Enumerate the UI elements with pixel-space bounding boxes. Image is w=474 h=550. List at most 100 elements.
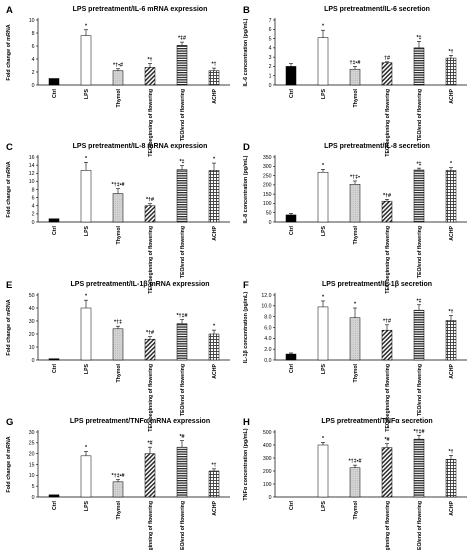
x-tick-label: TEO/beginning of flowering: [385, 226, 391, 294]
x-tick-label: Ctrl: [52, 500, 58, 509]
y-tick-label: 2: [32, 70, 35, 76]
bar-4: [413, 47, 425, 86]
significance-mark: *: [450, 161, 453, 167]
y-tick-label: 4: [32, 204, 35, 210]
y-tick-label: 2: [32, 212, 35, 218]
x-tick-label: TEO/beginning of flowering: [385, 364, 391, 432]
x-tick-label: ACHP: [212, 225, 218, 240]
y-tick-label: 0: [32, 495, 35, 501]
significance-mark: *†‡•#: [112, 182, 125, 188]
significance-mark: *: [354, 302, 357, 308]
bar-2: [349, 184, 361, 223]
y-tick-label: 8.0: [264, 314, 271, 320]
y-axis-label: Fold change of mRNA: [6, 161, 12, 217]
bar-3: [144, 67, 156, 86]
significance-mark: *†‡#: [413, 429, 424, 435]
x-tick-label: ACHP: [449, 500, 455, 515]
significance-mark: *†•#: [113, 62, 123, 68]
y-axis-label: TNFα concentration (pg/mL): [243, 428, 249, 500]
y-tick-label: 200: [263, 183, 272, 189]
bar-1: [317, 171, 329, 223]
bar-2: [112, 70, 124, 86]
panel-letter: C: [6, 142, 13, 153]
y-tick-label: 6: [32, 44, 35, 50]
x-tick-label: ACHP: [449, 88, 455, 103]
bar-2: [349, 68, 361, 86]
y-tick-label: 500: [263, 430, 272, 436]
y-axis-label: Fold change of mRNA: [6, 436, 12, 492]
significance-mark: *: [85, 294, 88, 300]
y-axis-label: IL-6 concentration (pg/mL): [243, 18, 249, 86]
significance-mark: *†#: [146, 197, 154, 203]
y-tick-label: 10.0: [261, 304, 271, 310]
panel-letter: F: [243, 280, 249, 291]
bar-5: [445, 57, 457, 86]
bar-1: [80, 35, 92, 86]
x-tick-label: Thymol: [116, 88, 122, 107]
chart-title: LPS pretreatment/TNFα secretion: [321, 418, 432, 425]
x-tick-label: Ctrl: [289, 363, 295, 372]
y-tick-label: 350: [263, 155, 272, 161]
x-tick-label: TEO/beginning of flowering: [385, 501, 391, 550]
chart-title: LPS pretreatment/IL-1β mRNA expression: [71, 281, 210, 288]
significance-mark: *: [85, 445, 88, 451]
y-tick-label: 0: [32, 220, 35, 226]
x-tick-label: TEO/end of flowering: [417, 89, 423, 141]
panel-c: C LPS pretreatment/IL-8 mRNA expression Fo…: [6, 142, 230, 294]
bar-3: [381, 62, 393, 86]
bar-5: [208, 70, 220, 86]
significance-mark: *†‡•#: [112, 473, 125, 479]
x-tick-label: TEO/beginning of flowering: [148, 364, 154, 432]
y-tick-label: 7: [269, 18, 272, 24]
bar-4: [176, 169, 188, 223]
chart-title: LPS pretreatment/IL-6 mRNA expression: [73, 6, 208, 13]
significance-mark: *#: [179, 434, 184, 440]
bar-0: [285, 66, 297, 86]
significance-mark: †#: [384, 55, 390, 61]
bar-1: [80, 455, 92, 498]
y-tick-label: 0: [269, 220, 272, 226]
y-tick-label: 4.0: [264, 336, 271, 342]
bar-5: [445, 459, 457, 498]
x-tick-label: LPS: [84, 363, 90, 374]
x-tick-label: TEO/end of flowering: [417, 226, 423, 278]
y-tick-label: 5: [269, 36, 272, 42]
chart-title: LPS pretreatment/IL-8 mRNA expression: [73, 143, 208, 150]
y-tick-label: 300: [263, 456, 272, 462]
bar-4: [413, 438, 425, 498]
y-tick-label: 6.0: [264, 325, 271, 331]
x-tick-label: Ctrl: [52, 225, 58, 234]
significance-mark: *‡: [416, 35, 421, 41]
significance-mark: *: [213, 157, 216, 163]
bar-0: [48, 494, 60, 498]
bar-0: [48, 358, 60, 361]
bar-4: [413, 309, 425, 361]
x-tick-label: TEO/beginning of flowering: [385, 89, 391, 157]
significance-mark: *†: [448, 309, 453, 315]
y-tick-label: 40: [29, 306, 35, 312]
panel-letter: H: [243, 417, 250, 428]
x-tick-label: Ctrl: [52, 88, 58, 97]
y-tick-label: 100: [263, 482, 272, 488]
x-tick-label: Ctrl: [289, 500, 295, 509]
y-tick-label: 25: [29, 441, 35, 447]
y-axis-label: IL-8 concentration (pg/mL): [243, 155, 249, 223]
bar-3: [144, 338, 156, 361]
significance-mark: *†‡•: [350, 174, 360, 180]
bar-1: [317, 444, 329, 498]
x-tick-label: ACHP: [449, 363, 455, 378]
bar-4: [413, 169, 425, 223]
chart-title: LPS pretreatment/IL-8 secretion: [324, 143, 430, 150]
x-tick-label: Ctrl: [289, 225, 295, 234]
x-tick-label: LPS: [321, 500, 327, 511]
significance-mark: *†‡: [114, 320, 122, 326]
bar-1: [317, 306, 329, 361]
bar-2: [112, 193, 124, 223]
chart-title: LPS pretreatment/TNFα mRNA expression: [70, 418, 210, 425]
bar-4: [176, 446, 188, 498]
y-tick-label: 5: [32, 484, 35, 490]
bar-4: [176, 45, 188, 86]
bar-1: [80, 170, 92, 223]
x-tick-label: LPS: [321, 88, 327, 99]
panel-letter: B: [243, 5, 250, 16]
